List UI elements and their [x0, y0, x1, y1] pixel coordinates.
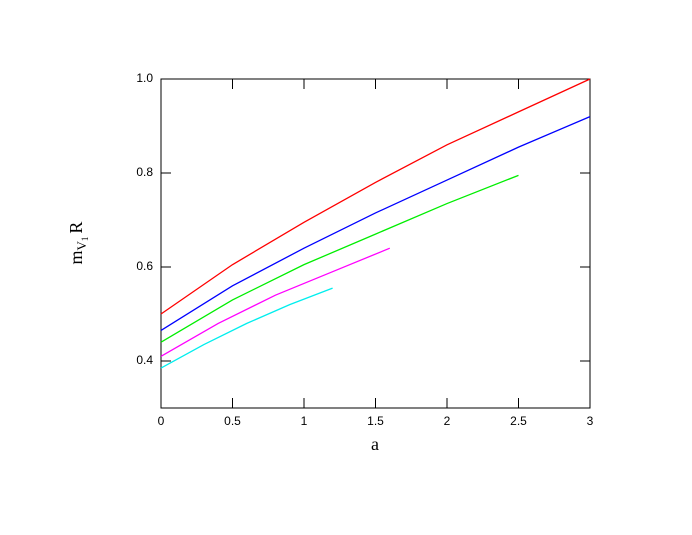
y-tick-label: 1.0 [136, 71, 153, 85]
x-tick-label: 0 [158, 414, 165, 428]
x-tick-label: 2 [444, 414, 451, 428]
series-line [160, 247, 391, 357]
y-tick-label: 0.8 [136, 165, 153, 179]
y-axis-label: mV1 R [66, 222, 90, 265]
x-tick-label: 2.5 [510, 414, 527, 428]
y-label-sub: V [74, 240, 89, 250]
y-label-base: m [66, 250, 86, 264]
x-axis-label: a [371, 434, 379, 454]
y-tick-label: 0.6 [136, 259, 153, 273]
y-tick-label: 0.4 [136, 353, 153, 367]
x-tick-label: 1.5 [367, 414, 384, 428]
series-line [160, 116, 591, 332]
series-line [160, 287, 333, 369]
x-tick-label: 3 [587, 414, 594, 428]
series-line [160, 174, 519, 343]
series-line [160, 78, 591, 315]
y-label-tail: R [66, 222, 86, 234]
x-tick-label: 0.5 [224, 414, 241, 428]
plot-frame [160, 78, 591, 409]
x-tick-label: 1 [301, 414, 308, 428]
y-label-subsub: 1 [80, 237, 90, 242]
